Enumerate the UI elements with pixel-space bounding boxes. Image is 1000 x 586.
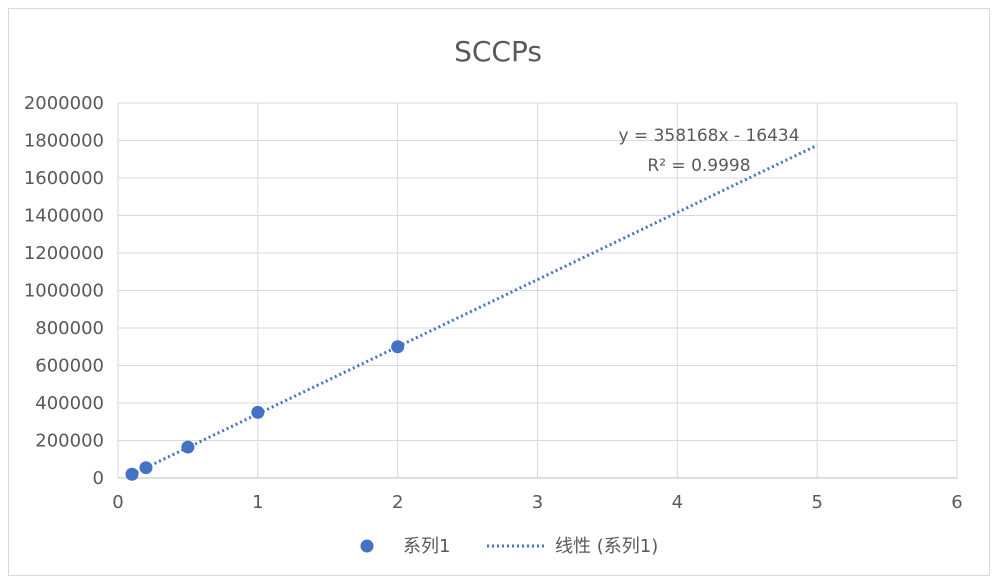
data-point xyxy=(139,461,153,475)
chart-title: SCCPs xyxy=(454,35,542,68)
data-points xyxy=(125,340,405,481)
grid-lines xyxy=(118,102,958,478)
x-tick-label: 1 xyxy=(252,492,263,513)
y-tick-label: 600000 xyxy=(35,356,104,377)
legend-label-series1: 系列1 xyxy=(403,536,450,557)
trendline-group xyxy=(131,143,818,476)
trendline xyxy=(131,143,818,476)
chart-frame: SCCPs 0 200000 400000 600000 800000 1000000 12… xyxy=(8,8,990,576)
legend-label-trendline: 线性 (系列1) xyxy=(555,536,658,557)
y-tick-label: 400000 xyxy=(35,393,104,414)
x-tick-label: 6 xyxy=(951,492,962,513)
chart-svg: SCCPs 0200000400000600000800000100000012… xyxy=(24,35,963,557)
y-tick-label: 1400000 xyxy=(24,206,104,227)
y-tick-label: 2000000 xyxy=(24,93,104,114)
legend-marker-series1 xyxy=(360,539,374,553)
y-tick-label: 800000 xyxy=(35,318,104,339)
x-tick-label: 2 xyxy=(392,492,403,513)
data-point xyxy=(251,405,265,419)
axes: 0 200000 400000 600000 800000 1000000 1200000 1… xyxy=(24,93,963,513)
x-tick-label: 0 xyxy=(112,492,123,513)
y-tick-label: 1600000 xyxy=(24,168,104,189)
data-point xyxy=(181,440,195,454)
x-tick-label: 4 xyxy=(672,492,683,513)
y-tick-label: 1800000 xyxy=(24,131,104,152)
data-point xyxy=(125,467,139,481)
y-tick-label: 0 xyxy=(93,468,104,489)
x-tick-label: 5 xyxy=(811,492,822,513)
trendline-r2: R² = 0.9998 xyxy=(647,156,750,176)
legend: 系列1 线性 (系列1) xyxy=(360,536,658,557)
y-tick-label: 1000000 xyxy=(24,281,104,302)
y-tick-label: 1200000 xyxy=(24,243,104,264)
y-tick-label: 200000 xyxy=(35,431,104,452)
x-tick-label: 3 xyxy=(532,492,543,513)
data-point xyxy=(391,340,405,354)
trendline-equation: y = 358168x - 16434 xyxy=(618,126,799,146)
